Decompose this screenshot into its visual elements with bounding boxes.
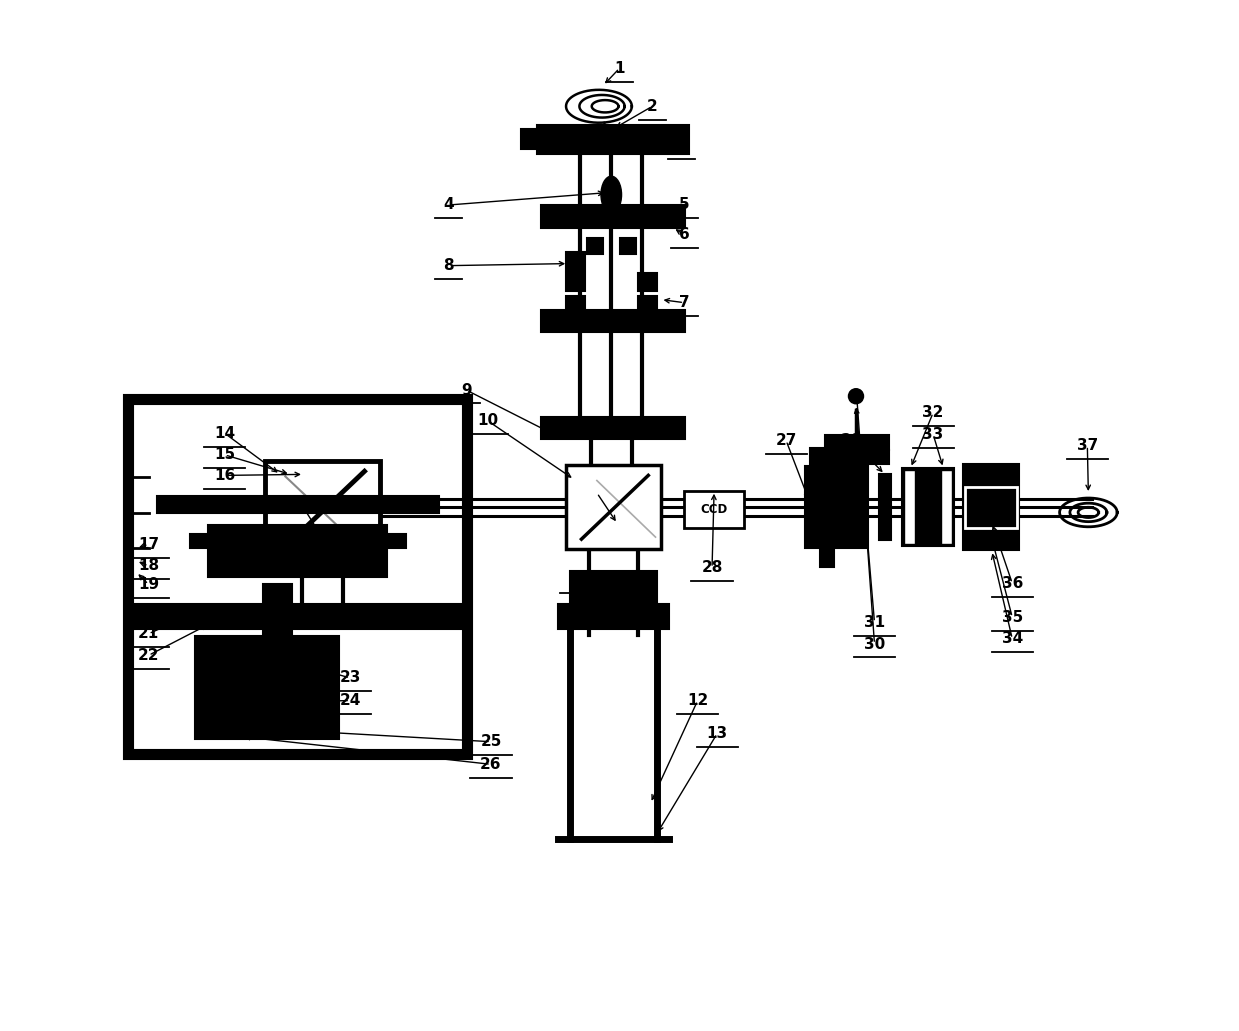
Text: 31: 31 [864, 614, 885, 630]
Text: 4: 4 [444, 198, 455, 212]
Bar [541, 310, 685, 332]
Text: 23: 23 [339, 670, 361, 686]
Bar [638, 297, 657, 315]
Text: 37: 37 [1077, 438, 1098, 453]
Text: 3: 3 [676, 138, 686, 153]
Bar [570, 571, 657, 610]
Text: 29: 29 [841, 433, 862, 447]
Bar [541, 417, 685, 439]
Text: 18: 18 [138, 559, 159, 573]
Text: 17: 17 [138, 537, 159, 552]
Bar [638, 273, 657, 292]
Text: 5: 5 [679, 198, 690, 212]
Bar [963, 464, 1020, 551]
Text: 32: 32 [922, 405, 944, 421]
Bar [566, 465, 660, 550]
Bar [820, 548, 834, 567]
Bar [520, 129, 539, 149]
Bar [263, 584, 291, 681]
Text: 7: 7 [679, 295, 690, 310]
Text: CCD: CCD [700, 503, 727, 516]
Text: 33: 33 [923, 427, 944, 441]
Polygon shape [265, 681, 290, 721]
Circle shape [847, 388, 865, 404]
Text: 9: 9 [461, 383, 472, 398]
Text: 6: 6 [679, 227, 690, 242]
Text: 36: 36 [1001, 576, 1023, 591]
Text: 10: 10 [477, 413, 498, 429]
Text: 2: 2 [647, 99, 658, 113]
Bar [878, 474, 891, 540]
Bar [157, 496, 439, 512]
Text: 28: 28 [701, 561, 722, 575]
Bar [566, 273, 585, 292]
Bar [684, 491, 743, 528]
Bar [208, 525, 387, 576]
Text: 20: 20 [138, 604, 160, 620]
Text: 25: 25 [481, 734, 502, 750]
Text: 13: 13 [706, 726, 727, 741]
Text: 16: 16 [214, 468, 235, 483]
Text: 12: 12 [686, 693, 709, 708]
Text: 11: 11 [570, 572, 591, 587]
Text: 27: 27 [776, 433, 797, 447]
Ellipse shape [601, 176, 622, 213]
Text: 26: 26 [481, 757, 502, 772]
Bar [965, 487, 1017, 528]
Bar [586, 238, 603, 255]
Bar [541, 205, 685, 228]
Text: 22: 22 [138, 647, 160, 663]
Bar [128, 399, 467, 754]
Bar [265, 461, 380, 562]
Bar [566, 297, 585, 315]
Text: 8: 8 [444, 258, 455, 273]
Bar [825, 435, 888, 450]
Bar [825, 450, 888, 464]
Bar [804, 466, 869, 548]
Text: 19: 19 [138, 577, 159, 592]
Text: 30: 30 [864, 636, 885, 652]
Text: 15: 15 [214, 447, 235, 462]
Text: 34: 34 [1001, 631, 1023, 646]
Bar [195, 636, 338, 738]
Bar [942, 470, 952, 544]
Bar [558, 604, 669, 629]
Text: 24: 24 [339, 693, 361, 708]
Bar [810, 472, 862, 542]
Text: 14: 14 [214, 426, 235, 440]
Bar [810, 447, 824, 466]
Bar [904, 470, 914, 544]
Bar [830, 447, 845, 466]
Bar [128, 604, 467, 629]
Text: 1: 1 [615, 61, 624, 75]
Bar [190, 534, 405, 548]
Bar [902, 468, 954, 546]
Bar [566, 253, 585, 271]
Bar [620, 238, 636, 255]
Bar [538, 125, 689, 154]
Text: 35: 35 [1001, 609, 1023, 625]
Text: 21: 21 [138, 626, 159, 641]
